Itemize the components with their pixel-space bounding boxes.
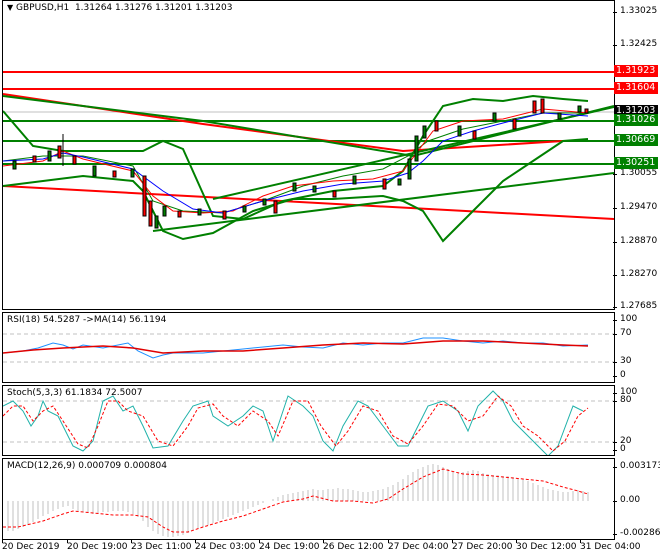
macd-tick: -0.002861 [612,528,660,538]
time-tick: 23 Dec 11:00 [131,539,192,552]
rsi-tick: 70 [612,328,631,338]
price-plot [3,71,614,243]
high-value: 1.31276 [115,3,153,13]
price-tick: 1.32425 [612,39,657,49]
price-tick: 1.28870 [612,236,657,246]
macd-panel[interactable]: MACD(12,26,9) 0.000709 0.000804 [2,458,615,540]
macd-axis: 0.003173 0.00 -0.002861 [612,458,660,540]
resistance-label-1: 1.31923 [614,65,658,77]
rsi-title: RSI(18) 54.5287 ->MA(14) 56.1194 [7,315,167,325]
macd-tick: 0.00 [612,495,640,505]
price-chart-panel[interactable]: ▼ GBPUSD,H1 1.31264 1.31276 1.31201 1.31… [2,0,615,310]
price-tick: 1.28270 [612,269,657,279]
time-tick: 24 Dec 19:00 [259,539,320,552]
rsi-tick: 30 [612,356,631,366]
stoch-tick: 100 [612,387,637,397]
support-label-3: 1.30251 [614,157,658,169]
macd-plot [3,464,589,537]
time-tick: 20 Dec 19:00 [67,539,128,552]
stoch-tick: 20 [612,436,631,446]
time-tick: 26 Dec 12:00 [323,539,384,552]
time-tick: 27 Dec 20:00 [452,539,513,552]
support-label-2: 1.30669 [614,134,658,146]
low-value: 1.31201 [155,3,193,13]
support-label-1: 1.31026 [614,114,658,126]
rsi-axis: 100 70 30 0 [612,312,660,383]
stoch-axis: 100 80 20 0 [612,385,660,456]
rsi-plot [3,333,614,363]
resistance-label-2: 1.31604 [614,82,658,94]
chart-title: ▼ GBPUSD,H1 1.31264 1.31276 1.31201 1.31… [7,3,232,13]
stochastic-panel[interactable]: Stoch(5,3,3) 61.1834 72.5007 [2,385,615,456]
time-tick: 27 Dec 04:00 [388,539,449,552]
open-value: 1.31264 [74,3,113,13]
time-axis: 20 Dec 2019 20 Dec 19:00 23 Dec 11:00 24… [2,539,641,560]
price-tick: 1.29470 [612,202,657,212]
macd-title: MACD(12,26,9) 0.000709 0.000804 [7,461,167,471]
rsi-tick: 0 [613,370,626,380]
time-tick: 31 Dec 04:00 [580,539,641,552]
close-value: 1.31203 [195,3,233,13]
time-tick: 30 Dec 12:00 [516,539,577,552]
price-tick: 1.30055 [612,168,657,178]
stoch-plot [3,390,614,455]
symbol-label: GBPUSD,H1 [16,3,70,13]
macd-tick: 0.003173 [613,461,660,471]
price-axis: 1.33025 1.32425 1.30055 1.29470 1.28870 … [612,0,660,311]
time-tick: 20 Dec 2019 [2,539,60,552]
rsi-panel[interactable]: RSI(18) 54.5287 ->MA(14) 56.1194 [2,312,615,383]
collapse-triangle-icon[interactable]: ▼ [7,3,14,12]
stoch-tick: 0 [613,444,626,454]
price-tick: 1.33025 [612,6,657,16]
time-tick: 24 Dec 03:00 [195,539,256,552]
price-tick: 1.27685 [612,301,657,311]
stoch-tick: 80 [612,395,631,405]
rsi-tick: 100 [612,314,637,324]
stoch-title: Stoch(5,3,3) 61.1834 72.5007 [7,388,143,398]
